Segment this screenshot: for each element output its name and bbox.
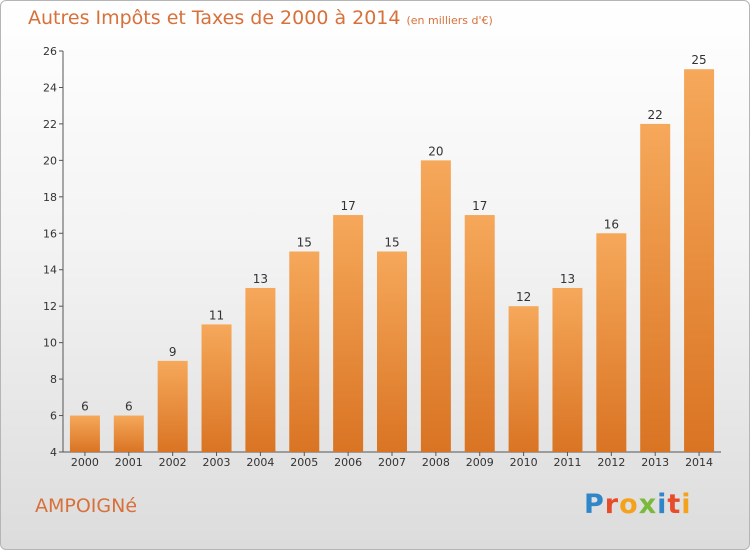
logo-letter: r — [604, 489, 620, 520]
logo-letter: i — [657, 489, 668, 520]
data-label: 22 — [648, 108, 663, 122]
bar-2014 — [684, 69, 715, 453]
x-tick-label: 2001 — [115, 456, 143, 469]
x-tick-label: 2012 — [597, 456, 625, 469]
x-tick-label: 2004 — [246, 456, 274, 469]
data-label: 13 — [560, 272, 575, 286]
data-label: 13 — [253, 272, 268, 286]
y-tick-label: 16 — [43, 227, 57, 240]
data-label: 11 — [209, 308, 224, 322]
bar-2004 — [245, 287, 276, 452]
y-tick-label: 12 — [43, 300, 57, 313]
bar-2009 — [464, 215, 495, 452]
y-tick-label: 6 — [50, 410, 57, 423]
title-text: Autres Impôts et Taxes de 2000 à 2014 — [28, 7, 401, 29]
x-tick-label: 2013 — [641, 456, 669, 469]
bar-2010 — [508, 306, 539, 452]
bar-2002 — [157, 360, 188, 452]
data-label: 16 — [604, 217, 619, 231]
y-tick-label: 22 — [43, 118, 57, 131]
data-label: 17 — [472, 199, 487, 213]
data-label: 17 — [340, 199, 355, 213]
y-tick-label: 4 — [50, 446, 57, 459]
data-label: 6 — [125, 400, 133, 414]
x-tick-label: 2007 — [378, 456, 406, 469]
bar-2011 — [552, 287, 583, 452]
y-tick-label: 20 — [43, 154, 57, 167]
y-tick-label: 8 — [50, 373, 57, 386]
x-tick-label: 2005 — [290, 456, 318, 469]
logo-letter: P — [584, 489, 605, 520]
bar-2003 — [201, 324, 232, 452]
data-label: 12 — [516, 290, 531, 304]
y-tick-label: 26 — [43, 45, 57, 58]
data-label: 6 — [81, 400, 89, 414]
bar-2013 — [640, 123, 671, 452]
bar-2008 — [420, 160, 451, 452]
y-tick-label: 14 — [43, 264, 57, 277]
y-tick-label: 24 — [43, 81, 57, 94]
data-label: 25 — [691, 53, 706, 67]
x-tick-label: 2002 — [159, 456, 187, 469]
bar-2000 — [69, 415, 100, 452]
bar-2007 — [377, 251, 407, 452]
x-tick-label: 2006 — [334, 456, 362, 469]
logo-letter: x — [638, 489, 658, 520]
x-tick-label: 2003 — [203, 456, 231, 469]
logo-letter: o — [619, 489, 639, 520]
x-tick-label: 2009 — [466, 456, 494, 469]
x-tick-label: 2008 — [422, 456, 450, 469]
x-tick-label: 2000 — [71, 456, 99, 469]
logo-letter: i — [681, 489, 692, 520]
title-unit: (en milliers d'€) — [406, 14, 493, 27]
data-label: 9 — [169, 345, 177, 359]
x-tick-label: 2010 — [510, 456, 538, 469]
bar-2005 — [289, 251, 320, 452]
logo-letter: t — [667, 489, 682, 520]
x-tick-label: 2011 — [553, 456, 581, 469]
x-tick-label: 2014 — [685, 456, 713, 469]
bar-2012 — [596, 233, 627, 452]
chart-title: Autres Impôts et Taxes de 2000 à 2014 (en… — [28, 7, 493, 29]
data-label: 20 — [428, 144, 443, 158]
commune-name: AMPOIGNé — [35, 495, 138, 517]
data-label: 15 — [297, 236, 312, 250]
bar-2001 — [113, 415, 144, 452]
data-label: 15 — [384, 236, 399, 250]
proxiti-logo: Proxiti — [584, 489, 692, 520]
y-tick-label: 18 — [43, 191, 57, 204]
bar-2006 — [333, 215, 364, 452]
y-tick-label: 10 — [43, 337, 57, 350]
